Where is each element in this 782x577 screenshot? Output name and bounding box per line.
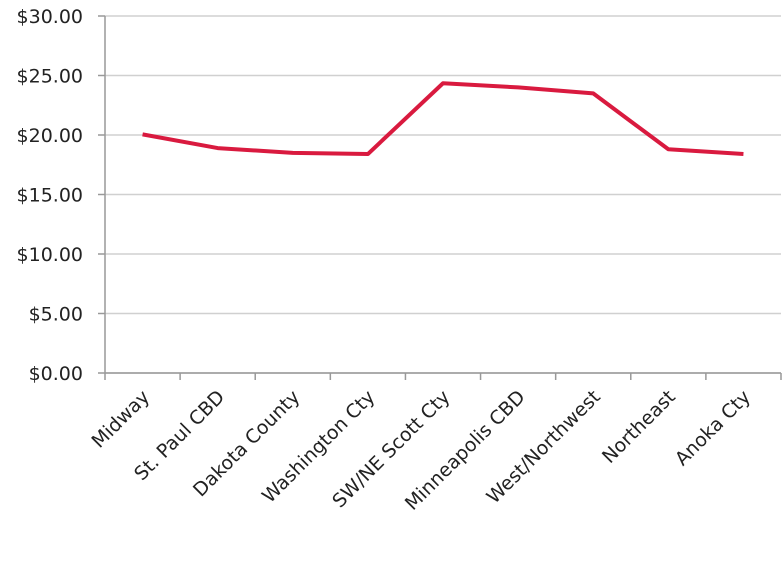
x-tick-label: Midway (88, 386, 155, 453)
y-tick-label: $25.00 (17, 66, 83, 88)
y-tick-label: $10.00 (17, 244, 83, 266)
x-tick-label: Northeast (598, 386, 680, 468)
y-tick-label: $30.00 (17, 6, 83, 28)
line (142, 81, 744, 157)
x-tick-label: Anoka Cty (671, 386, 755, 470)
y-tick-label: $20.00 (17, 125, 83, 147)
y-tick-label: $0.00 (29, 363, 83, 385)
y-tick-label: $15.00 (17, 185, 83, 207)
y-tick-label: $5.00 (29, 304, 83, 326)
